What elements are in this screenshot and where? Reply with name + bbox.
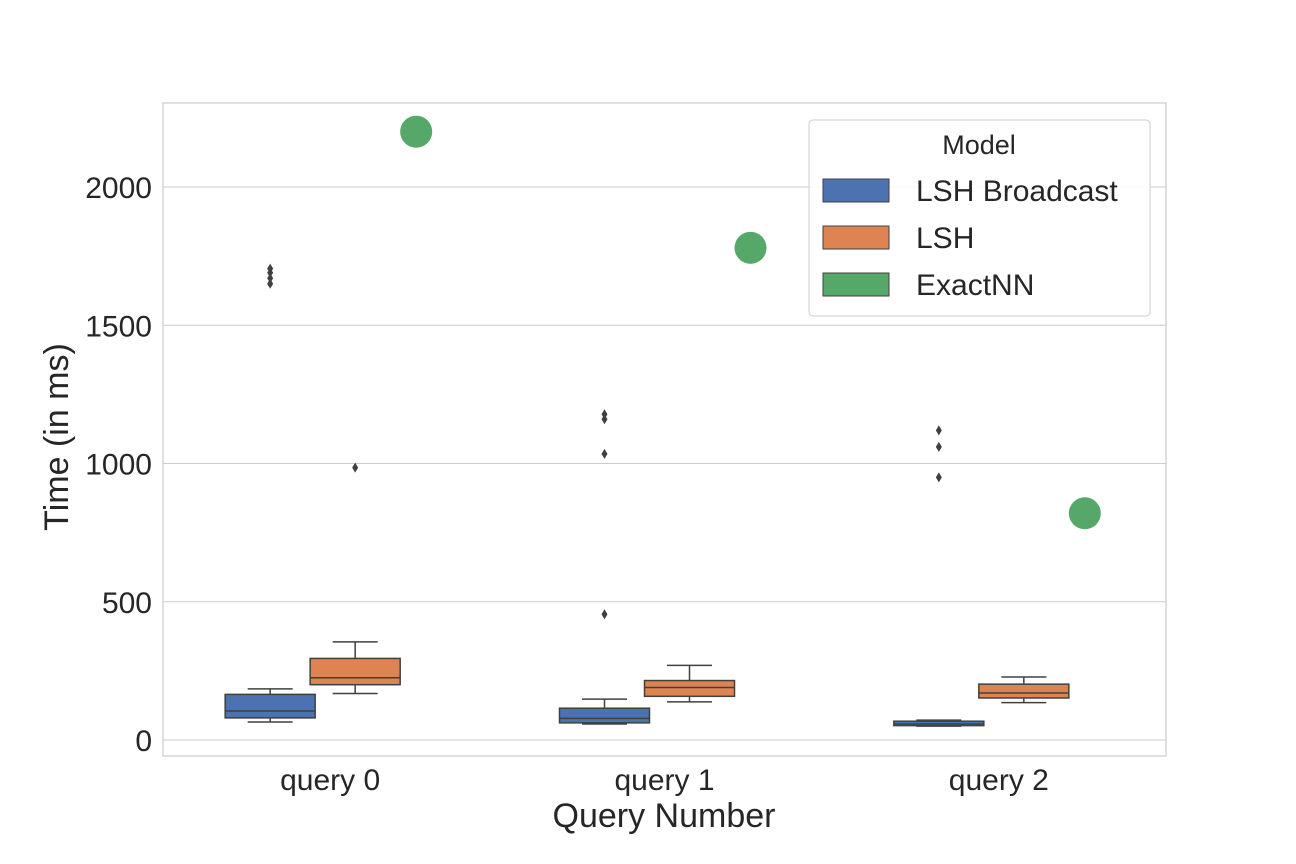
exactnn-point [734, 231, 767, 264]
legend-swatch [822, 225, 890, 250]
y-axis-ticks: 0 500 1000 1500 2000 [85, 172, 152, 758]
y-tick-label: 500 [102, 587, 152, 620]
plot-area-frame [162, 102, 1167, 757]
box-outlier [935, 472, 942, 483]
x-tick-label: query 1 [614, 764, 714, 797]
box-iqr [978, 683, 1070, 699]
x-axis-ticks: query 0 query 1 query 2 [280, 764, 1049, 797]
legend: Model LSH Broadcast LSH ExactNN [808, 119, 1151, 317]
box-outlier [352, 462, 359, 473]
legend-label: LSH Broadcast [916, 175, 1118, 208]
legend-frame [808, 119, 1151, 317]
box-iqr [309, 657, 401, 686]
legend-label: ExactNN [916, 269, 1034, 302]
exactnn-point [400, 115, 433, 148]
y-axis-label: Time (in ms) [38, 343, 76, 531]
box-iqr [643, 679, 736, 698]
legend-swatch [822, 272, 890, 297]
box-outlier [267, 278, 274, 289]
legend-label: LSH [916, 222, 974, 255]
chart-marks [224, 115, 1101, 727]
legend-title: Model [942, 130, 1016, 160]
y-tick-label: 2000 [85, 172, 152, 205]
box-outlier [601, 609, 608, 620]
y-tick-label: 0 [135, 725, 152, 758]
box-outlier [935, 441, 942, 452]
box-outlier [935, 425, 942, 436]
y-tick-label: 1000 [85, 449, 152, 482]
exactnn-point [1068, 497, 1101, 530]
box-outlier [601, 448, 608, 459]
y-tick-label: 1500 [85, 310, 152, 343]
box-iqr [558, 707, 651, 724]
box-outlier [267, 273, 274, 284]
x-axis-label: Query Number [553, 797, 776, 835]
box-outlier [601, 409, 608, 420]
legend-swatch [822, 178, 890, 203]
x-tick-label: query 0 [280, 764, 380, 797]
box-outlier [267, 263, 274, 274]
box-iqr [224, 693, 316, 719]
grid-lines [163, 186, 1166, 741]
x-tick-label: query 2 [949, 764, 1049, 797]
legend-entries: LSH Broadcast LSH ExactNN [822, 175, 1118, 302]
